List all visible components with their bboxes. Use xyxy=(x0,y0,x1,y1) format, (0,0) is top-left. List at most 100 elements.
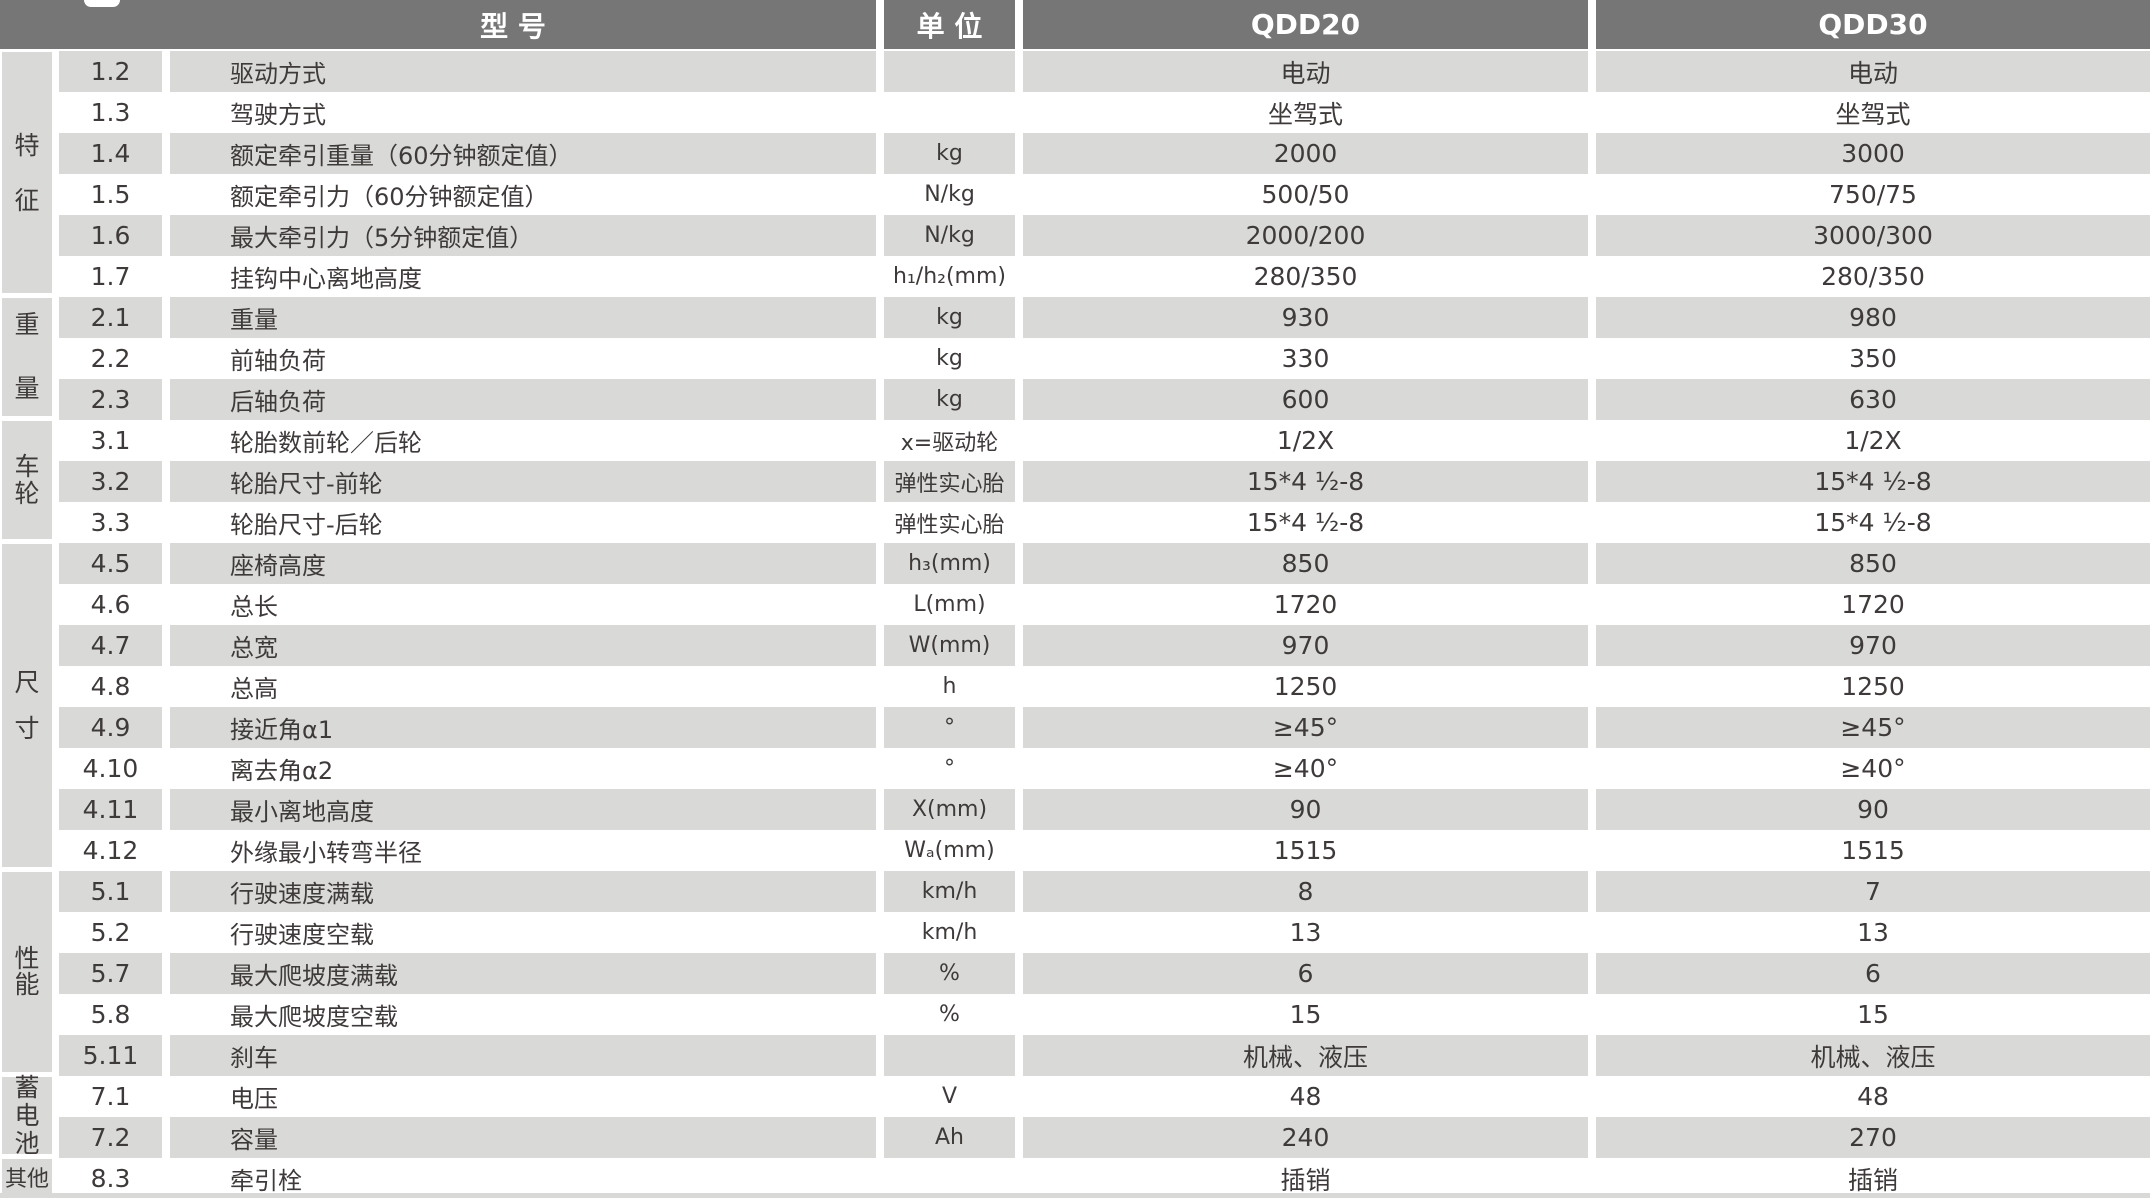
qdd30-value-cell: 48 xyxy=(1857,1082,1889,1111)
table-row: 1.3 驾驶方式 坐驾式 坐驾式 xyxy=(0,92,2150,133)
row-number-cell: 5.8 xyxy=(90,1000,131,1029)
row-number-cell: 4.9 xyxy=(59,707,162,748)
row-number-cell: 4.7 xyxy=(59,625,162,666)
category-block: 车轮 xyxy=(2,421,52,539)
qdd20-value-cell: 15*4 ½-8 xyxy=(1246,508,1365,537)
qdd20-value-cell: 8 xyxy=(1023,871,1588,912)
category-label: 重量 xyxy=(14,310,40,403)
unit-cell: km/h xyxy=(921,920,978,945)
qdd20-value-cell: 600 xyxy=(1023,379,1588,420)
row-number-cell: 7.2 xyxy=(59,1117,162,1158)
qdd30-value-cell: 980 xyxy=(1596,297,2150,338)
category-label: 性能 xyxy=(14,944,40,999)
qdd30-value-cell: 7 xyxy=(1596,871,2150,912)
unit-cell: Ah xyxy=(884,1117,1015,1158)
table-row: 4.9 接近角α1 ° ≥45° ≥45° xyxy=(0,707,2150,748)
row-number-cell: 4.11 xyxy=(59,789,162,830)
unit-cell xyxy=(884,51,1015,92)
spec-name-cell: 最大牵引力（5分钟额定值） xyxy=(170,215,876,256)
qdd20-value-cell: 机械、液压 xyxy=(1023,1035,1588,1076)
unit-cell: L(mm) xyxy=(913,592,986,617)
header-unit-column: 单 位 xyxy=(884,0,1015,49)
qdd30-value-cell: ≥45° xyxy=(1596,707,2150,748)
table-row: 2.1 重量 kg 930 980 xyxy=(0,297,2150,338)
unit-cell xyxy=(884,1035,1015,1076)
unit-cell: % xyxy=(939,1002,960,1027)
table-row: 1.2 驱动方式 电动 电动 xyxy=(0,51,2150,92)
table-body: 1.2 驱动方式 电动 电动 1.3 驾驶方式 坐驾式 坐驾式 1.4 额定牵引… xyxy=(0,51,2150,1198)
qdd20-value-cell: 13 xyxy=(1289,918,1322,947)
row-number-cell: 5.2 xyxy=(90,918,131,947)
row-number-cell: 3.2 xyxy=(59,461,162,502)
unit-cell: N/kg xyxy=(884,215,1015,256)
row-number-cell: 1.2 xyxy=(59,51,162,92)
unit-cell: kg xyxy=(884,133,1015,174)
unit-cell: kg xyxy=(884,379,1015,420)
unit-cell: kg xyxy=(884,297,1015,338)
table-row: 5.7 最大爬坡度满载 % 6 6 xyxy=(0,953,2150,994)
unit-cell: kg xyxy=(936,346,963,371)
unit-cell: Wₐ(mm) xyxy=(904,838,995,863)
row-number-cell: 3.3 xyxy=(90,508,131,537)
spec-name-cell: 刹车 xyxy=(170,1035,876,1076)
spec-name-cell: 驾驶方式 xyxy=(230,101,326,129)
qdd20-value-cell: 48 xyxy=(1289,1082,1322,1111)
qdd30-value-cell: ≥40° xyxy=(1840,754,1906,783)
spec-name-cell: 额定牵引重量（60分钟额定值） xyxy=(170,133,876,174)
spec-name-cell: 总宽 xyxy=(170,625,876,666)
table-row: 1.6 最大牵引力（5分钟额定值） N/kg 2000/200 3000/300 xyxy=(0,215,2150,256)
table-row: 5.11 刹车 机械、液压 机械、液压 xyxy=(0,1035,2150,1076)
row-number-cell: 5.1 xyxy=(59,871,162,912)
unit-cell xyxy=(884,1158,1015,1198)
spec-name-cell: 最大爬坡度空载 xyxy=(230,1003,398,1031)
table-row: 4.12 外缘最小转弯半径 Wₐ(mm) 1515 1515 xyxy=(0,830,2150,871)
spec-name-cell: 额定牵引力（60分钟额定值） xyxy=(230,183,549,211)
qdd30-value-cell: 机械、液压 xyxy=(1596,1035,2150,1076)
category-label: 尺寸 xyxy=(14,667,40,743)
spec-name-cell: 总高 xyxy=(230,675,278,703)
table-row: 4.6 总长 L(mm) 1720 1720 xyxy=(0,584,2150,625)
spec-name-cell: 后轴负荷 xyxy=(170,379,876,420)
qdd30-value-cell: 坐驾式 xyxy=(1835,99,1911,129)
qdd30-value-cell: 1720 xyxy=(1841,590,1905,619)
qdd30-value-cell: 90 xyxy=(1596,789,2150,830)
qdd20-value-cell: 2000 xyxy=(1023,133,1588,174)
row-number-cell: 1.7 xyxy=(90,262,131,291)
row-number-cell: 3.1 xyxy=(90,426,131,455)
qdd20-value-cell: 1250 xyxy=(1273,672,1338,701)
spec-name-cell: 轮胎尺寸-后轮 xyxy=(230,511,383,539)
table-row: 7.1 电压 V 48 48 xyxy=(0,1076,2150,1117)
unit-cell: h₃(mm) xyxy=(884,543,1015,584)
qdd30-value-cell: 750/75 xyxy=(1829,180,1917,209)
qdd20-value-cell: 15 xyxy=(1289,1000,1322,1029)
qdd20-value-cell: 1/2X xyxy=(1276,426,1335,455)
row-number-cell: 8.3 xyxy=(90,1164,131,1193)
unit-cell: X(mm) xyxy=(884,789,1015,830)
qdd20-value-cell: 1515 xyxy=(1273,836,1338,865)
table-row: 3.2 轮胎尺寸-前轮 弹性实心胎 15*4 ½-8 15*4 ½-8 xyxy=(0,461,2150,502)
qdd30-value-cell: 630 xyxy=(1596,379,2150,420)
unit-cell: ° xyxy=(944,756,955,781)
qdd30-value-cell: 3000/300 xyxy=(1596,215,2150,256)
category-block: 性能 xyxy=(2,872,52,1072)
category-block: 蓄电池 xyxy=(2,1073,52,1157)
category-block: 尺寸 xyxy=(2,544,52,867)
qdd20-value-cell: 930 xyxy=(1023,297,1588,338)
row-number-cell: 1.5 xyxy=(90,180,131,209)
table-row: 1.4 额定牵引重量（60分钟额定值） kg 2000 3000 xyxy=(0,133,2150,174)
qdd30-value-cell: 15*4 ½-8 xyxy=(1596,461,2150,502)
spec-name-cell: 轮胎尺寸-前轮 xyxy=(170,461,876,502)
table-row: 2.3 后轴负荷 kg 600 630 xyxy=(0,379,2150,420)
table-row: 2.2 前轴负荷 kg 330 350 xyxy=(0,338,2150,379)
spec-name-cell: 挂钩中心离地高度 xyxy=(230,265,422,293)
table-row: 1.5 额定牵引力（60分钟额定值） N/kg 500/50 750/75 xyxy=(0,174,2150,215)
qdd30-value-cell: 970 xyxy=(1596,625,2150,666)
category-block: 重量 xyxy=(2,298,52,416)
qdd20-value-cell: 240 xyxy=(1023,1117,1588,1158)
table-row: 4.8 总高 h 1250 1250 xyxy=(0,666,2150,707)
category-label: 蓄电池 xyxy=(14,1072,40,1158)
logo-fragment xyxy=(84,0,120,7)
qdd20-value-cell: 15*4 ½-8 xyxy=(1023,461,1588,502)
table-row: 7.2 容量 Ah 240 270 xyxy=(0,1117,2150,1158)
row-number-cell: 4.12 xyxy=(82,836,139,865)
